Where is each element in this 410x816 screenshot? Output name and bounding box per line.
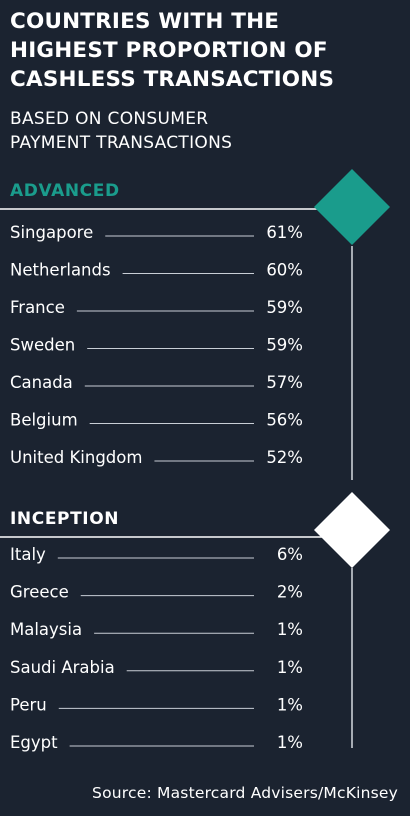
value-label-belgium: 56% xyxy=(266,411,303,430)
value-label-greece: 2% xyxy=(277,583,303,602)
country-label-greece: Greece xyxy=(10,583,69,602)
chart-subtitle: BASED ON CONSUMER PAYMENT TRANSACTIONS xyxy=(10,109,233,153)
country-label-united-kingdom: United Kingdom xyxy=(10,448,142,467)
value-label-malaysia: 1% xyxy=(277,620,303,639)
group-header-advanced: ADVANCED xyxy=(10,181,120,201)
value-label-canada: 57% xyxy=(266,373,303,392)
value-label-italy: 6% xyxy=(277,545,303,564)
country-label-canada: Canada xyxy=(10,373,73,392)
group-header-inception: INCEPTION xyxy=(10,509,119,529)
cashless-chart: ADVANCED Singapore 61% Netherlands 60% France… xyxy=(0,169,390,752)
country-label-netherlands: Netherlands xyxy=(10,261,111,280)
value-label-netherlands: 60% xyxy=(266,261,303,280)
value-label-peru: 1% xyxy=(277,695,303,714)
value-label-france: 59% xyxy=(266,298,303,317)
value-label-singapore: 61% xyxy=(266,223,303,242)
chart-title: COUNTRIES WITH THE HIGHEST PROPORTION OF… xyxy=(10,9,335,92)
country-label-malaysia: Malaysia xyxy=(10,620,82,639)
value-label-sweden: 59% xyxy=(266,336,303,355)
country-label-saudi-arabia: Saudi Arabia xyxy=(10,658,115,677)
source-note: Source: Mastercard Advisers/McKinsey xyxy=(92,784,398,802)
value-label-united-kingdom: 52% xyxy=(266,448,303,467)
group-inception-diamond xyxy=(314,492,390,568)
group-advanced-diamond xyxy=(314,169,390,245)
value-label-egypt: 1% xyxy=(277,733,303,752)
country-label-peru: Peru xyxy=(10,695,47,714)
country-label-belgium: Belgium xyxy=(10,411,78,430)
country-label-italy: Italy xyxy=(10,545,46,564)
country-label-sweden: Sweden xyxy=(10,336,75,355)
value-label-saudi-arabia: 1% xyxy=(277,658,303,677)
country-label-france: France xyxy=(10,298,65,317)
country-label-egypt: Egypt xyxy=(10,733,58,752)
country-label-singapore: Singapore xyxy=(10,223,93,242)
